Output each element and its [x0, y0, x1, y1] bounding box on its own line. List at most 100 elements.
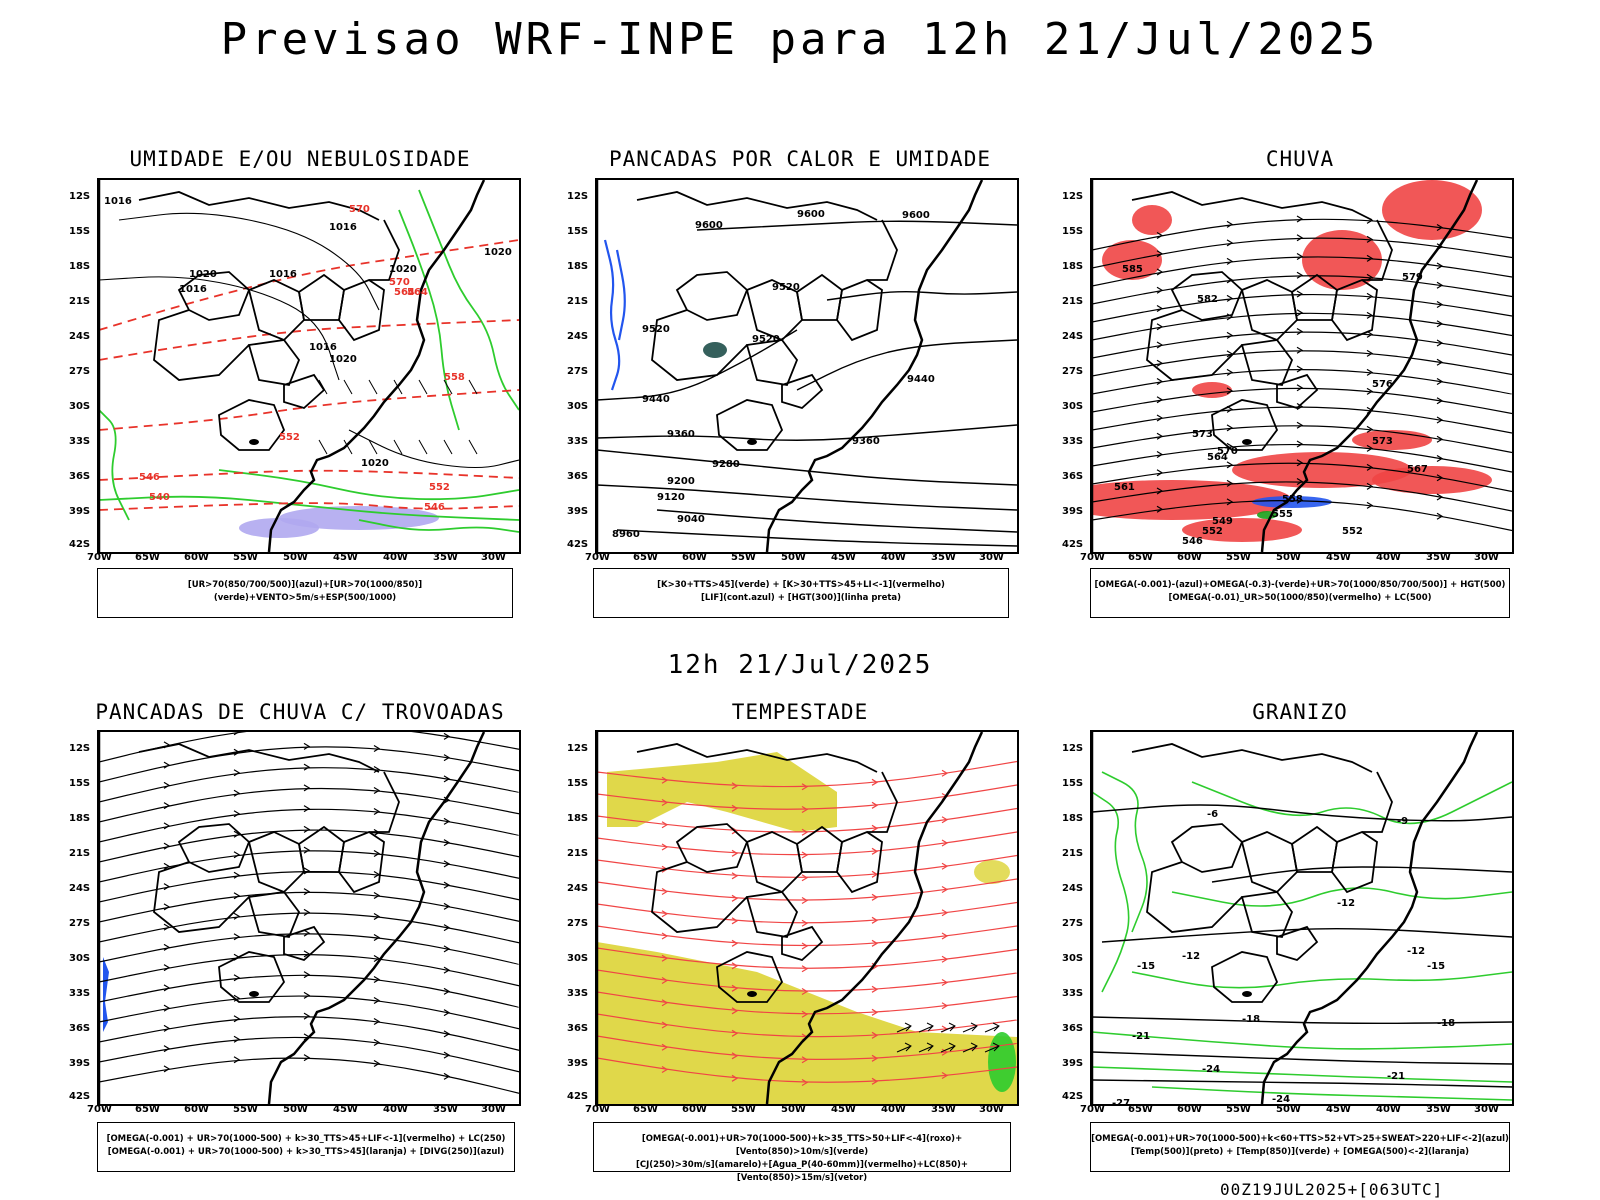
lat-tick-label: 15S — [1062, 226, 1084, 237]
streamline — [99, 995, 519, 1030]
streamline-arrow — [661, 798, 669, 807]
contour-label: 9360 — [852, 436, 880, 447]
lat-tick-label: 27S — [567, 366, 589, 377]
state-border — [1170, 271, 1244, 321]
streamline-arrow — [1226, 498, 1234, 506]
state-border — [636, 191, 878, 221]
lat-tick-label: 33S — [567, 988, 589, 999]
contour-label: 555 — [1272, 509, 1293, 520]
map-panel-pancadas-calor: 9600 9600 9600 9520 9520 9520 9440 9440 9360 9360… — [595, 178, 1019, 554]
contour-line — [615, 249, 626, 341]
lat-tick-label: 39S — [69, 1058, 91, 1069]
humidity-area-blue — [239, 518, 319, 538]
contour-label: 9440 — [907, 374, 935, 385]
streamline-arrow — [443, 1009, 451, 1017]
state-border — [1240, 831, 1298, 894]
lon-tick-label: 55W — [731, 552, 756, 563]
legend-line: [OMEGA(-0.001) + UR>70(1000-500) + k>30_… — [107, 1147, 505, 1157]
state-border — [836, 278, 883, 342]
lon-tick-label: 40W — [881, 1104, 906, 1115]
lat-tick-label: 36S — [1062, 471, 1084, 482]
contour-label: 9520 — [772, 282, 800, 293]
contour-label: 1020 — [484, 247, 512, 258]
lat-tick-label: 21S — [1062, 848, 1084, 859]
lon-tick-label: 50W — [781, 1104, 806, 1115]
rain-area-red — [1302, 230, 1382, 290]
streamline-arrow — [163, 802, 171, 810]
lon-tick-label: 45W — [333, 552, 358, 563]
contour-label: 9440 — [642, 394, 670, 405]
streamline-arrow — [443, 732, 451, 740]
streamline-arrow — [163, 781, 171, 789]
streamline-arrow — [1226, 220, 1234, 228]
lake-marker — [747, 439, 757, 445]
streamline-arrow — [1366, 501, 1374, 509]
contour-label: 1016 — [104, 196, 132, 207]
streamline-arrow — [1226, 424, 1234, 432]
contour-label: 9520 — [642, 324, 670, 335]
contour-label: 558 — [1282, 494, 1303, 505]
streamline-arrow — [1436, 454, 1444, 463]
streamline-arrow — [443, 987, 451, 995]
wind-vector — [940, 1042, 956, 1053]
lon-tick-label: 35W — [931, 552, 956, 563]
streamline-arrow — [1156, 323, 1164, 331]
streamline-arrow — [1366, 387, 1374, 395]
contour-label: 1016 — [329, 222, 357, 233]
streamline — [99, 850, 519, 883]
contour-label: -18 — [1242, 1014, 1261, 1025]
streamline-arrow — [1436, 281, 1444, 289]
streamline-arrow — [871, 824, 879, 832]
rain-area-red — [1382, 180, 1482, 240]
lat-tick-label: 18S — [69, 261, 91, 272]
page-title: Previsao WRF-INPE para 12h 21/Jul/2025 — [220, 14, 1380, 65]
streamline — [1092, 312, 1512, 341]
contour-line — [99, 409, 130, 521]
contour-line — [1092, 791, 1130, 993]
lat-tick-label: 21S — [567, 848, 589, 859]
streamline-arrow — [1296, 384, 1304, 392]
coastline — [99, 180, 486, 552]
lon-tick-label: 30W — [1474, 1104, 1499, 1115]
contour-label: 8960 — [612, 529, 640, 540]
state-border — [153, 309, 250, 381]
contour-label: 570 — [349, 204, 370, 215]
streamline-arrow — [163, 822, 171, 830]
lat-tick-label: 24S — [1062, 883, 1084, 894]
lat-tick-label: 24S — [69, 883, 91, 894]
streamline-arrow — [731, 917, 739, 925]
lat-tick-label: 36S — [69, 471, 91, 482]
streamline-arrow — [163, 1065, 171, 1073]
streamline-arrow — [233, 830, 241, 838]
streamline-arrow — [1366, 368, 1374, 376]
state-border — [153, 861, 250, 933]
streamline-arrow — [163, 943, 171, 951]
lon-tick-label: 65W — [633, 552, 658, 563]
wind-vector — [468, 379, 478, 395]
lat-tick-label: 12S — [1062, 743, 1084, 754]
contour-line — [1092, 1066, 1512, 1083]
lon-tick-label: 55W — [233, 552, 258, 563]
streamline-arrow — [443, 945, 451, 953]
streamline-arrow — [1296, 496, 1304, 504]
streamline-arrow — [373, 955, 381, 963]
contour-label: 9120 — [657, 492, 685, 503]
legend-box: [UR>70(850/700/500)](azul)+[UR>70(1000/8… — [97, 568, 513, 618]
lon-tick-label: 40W — [881, 552, 906, 563]
wind-vector — [343, 439, 353, 455]
contour-label: -12 — [1407, 946, 1426, 957]
streamline — [597, 854, 1017, 878]
state-border — [796, 273, 843, 321]
lat-tick-label: 27S — [1062, 918, 1084, 929]
streamline-arrow — [941, 909, 949, 917]
wind-vector — [368, 379, 378, 395]
map-panel-umidade: 1016 1016 1016 1016 1016 1020 1020 1020 1020 1020… — [97, 178, 521, 554]
lat-tick-label: 33S — [567, 436, 589, 447]
contour-label: 552 — [1202, 526, 1223, 537]
contour-label: 564 — [1207, 452, 1228, 463]
lat-tick-label: 21S — [69, 848, 91, 859]
streamline-arrow — [443, 1030, 451, 1038]
legend-line: [OMEGA(-0.001) + UR>70(1000-500) + k>30_… — [106, 1134, 506, 1144]
streamline-arrow — [373, 871, 381, 879]
streamline — [1092, 387, 1512, 415]
